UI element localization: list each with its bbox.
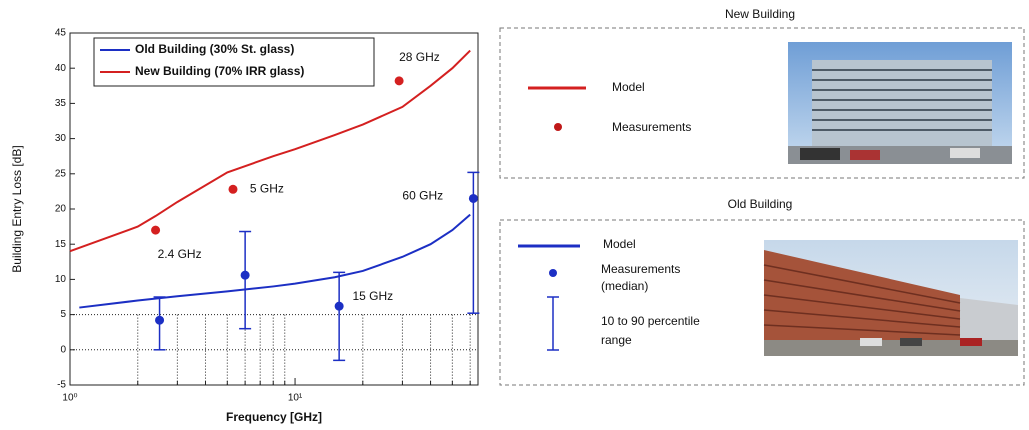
annotation: 2.4 GHz (158, 247, 202, 261)
legend-dot (549, 269, 557, 277)
legend-label: range (601, 333, 632, 347)
legend-label: Old Building (30% St. glass) (135, 42, 294, 56)
legend-label: Measurements (601, 262, 680, 276)
measurement-point (155, 316, 164, 325)
measurement-point (469, 194, 478, 203)
y-tick-label: 30 (55, 133, 67, 144)
y-tick-label: 15 (55, 239, 67, 250)
legend-label: 10 to 90 percentile (601, 314, 700, 328)
figure: New Building Model Measurements Old Buil… (0, 0, 1029, 430)
legend-range (547, 297, 559, 350)
annotation: 28 GHz (399, 50, 440, 64)
y-tick-label: 35 (55, 98, 67, 109)
measurement-point (335, 302, 344, 311)
x-axis-label: Frequency [GHz] (226, 410, 322, 424)
panel-title: New Building (725, 7, 795, 21)
y-tick-label: 0 (60, 344, 66, 355)
measurement-point (395, 76, 404, 85)
y-tick-label: 5 (60, 309, 66, 320)
model-line (79, 215, 470, 308)
legend-label: (median) (601, 279, 648, 293)
y-tick-label: 10 (55, 274, 67, 285)
panel-title: Old Building (728, 197, 793, 211)
y-tick-label: -5 (57, 380, 66, 391)
legend-dot (554, 123, 562, 131)
y-tick-label: 20 (55, 204, 67, 215)
photo-new-building (788, 42, 1012, 164)
legend-label: New Building (70% IRR glass) (135, 64, 304, 78)
legend-label: Model (612, 80, 645, 94)
y-tick-label: 40 (55, 63, 67, 74)
measurement-point (228, 185, 237, 194)
annotation: 15 GHz (353, 289, 394, 303)
y-axis-label: Building Entry Loss [dB] (10, 145, 24, 272)
measurement-point (151, 226, 160, 235)
annotation: 5 GHz (250, 181, 284, 195)
x-tick-label: 10¹ (288, 393, 303, 404)
legend-label: Model (603, 237, 636, 251)
measurement-point (241, 271, 250, 280)
legend-label: Measurements (612, 120, 691, 134)
annotation: 60 GHz (402, 188, 443, 202)
photo-old-building (764, 240, 1018, 356)
y-tick-label: 25 (55, 168, 67, 179)
x-tick-label: 10⁰ (62, 393, 77, 404)
y-tick-label: 45 (55, 28, 67, 39)
